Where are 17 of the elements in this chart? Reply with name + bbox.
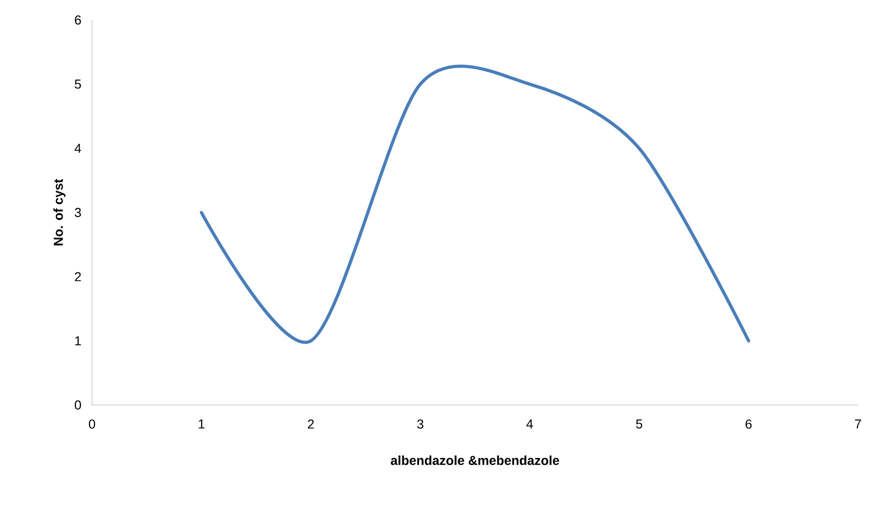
y-axis-title: No. of cyst [53,178,66,246]
y-tick-label: 5 [74,80,81,89]
x-tick-label: 1 [198,420,204,428]
y-tick-label: 0 [74,400,81,410]
y-tick-label: 1 [75,336,81,346]
x-tick-label: 4 [526,420,533,428]
x-tick-label: 7 [855,420,861,428]
x-tick-label: 3 [417,420,424,429]
y-tick-label: 6 [74,15,81,25]
y-tick-label: 2 [74,272,81,282]
x-tick-label: 0 [88,420,96,429]
x-tick-label: 6 [746,420,752,429]
x-tick-label: 2 [308,420,314,429]
x-tick-label: 5 [636,420,642,429]
y-tick-label: 4 [74,144,82,153]
x-axis-title: albendazole &mebendazole [390,456,560,466]
y-tick-label: 3 [74,208,81,218]
